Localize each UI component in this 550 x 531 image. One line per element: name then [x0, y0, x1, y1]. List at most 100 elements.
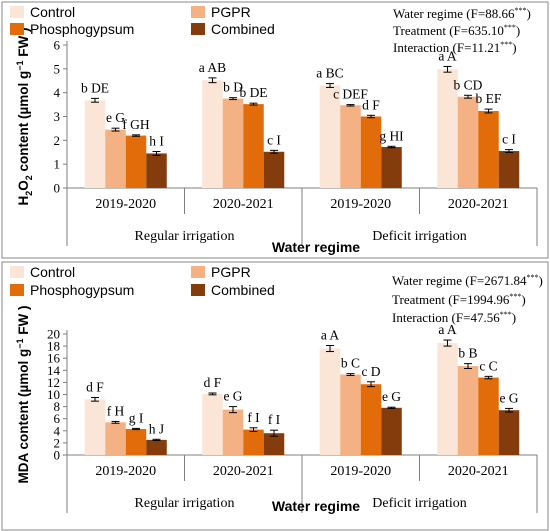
stat-text: ) [521, 292, 525, 307]
legend-swatch-pgpr [191, 6, 205, 18]
y-tick-label: 0 [54, 448, 61, 463]
y-tick-label: 3 [54, 109, 61, 124]
data-label: a AB [199, 60, 226, 75]
y-title-part: MDA content (µmol g [16, 349, 31, 484]
x-axis-title: Water regime [272, 239, 360, 255]
data-label: a A [438, 48, 457, 63]
y-tick-label: 12 [47, 375, 60, 390]
legend-swatch-control [10, 6, 24, 18]
data-label: e G [106, 110, 125, 125]
bar-pgpr-4 [457, 366, 479, 455]
data-label: c DEF [333, 87, 368, 102]
y-tick-label: 2 [54, 133, 61, 148]
bar-pgpr-2 [222, 409, 244, 455]
data-label: b DE [239, 85, 267, 100]
data-label: c D [361, 364, 380, 379]
legend-swatch-phosphogypsum [10, 284, 24, 296]
bar-control-4 [437, 69, 458, 188]
legend-label-pgpr: PGPR [211, 4, 251, 20]
bar-combined-4 [498, 151, 520, 188]
bar-control-1 [84, 100, 106, 188]
legend-swatch-control [10, 266, 24, 278]
bar-pgpr-4 [457, 96, 479, 188]
x-tick-label-regime: Regular irrigation [135, 229, 235, 244]
y-tick-label: 2 [54, 435, 61, 450]
stat-text: ) [512, 40, 516, 55]
data-label: d F [204, 375, 222, 390]
bar-combined-2 [263, 151, 285, 188]
x-tick-label-regime: Deficit irrigation [372, 496, 466, 511]
legend-label-phosphogypsum: Phosphogypsum [30, 282, 134, 298]
stat-line: Interaction (F=47.56***) [392, 310, 516, 325]
bar-phosphogypsum-1 [125, 428, 147, 455]
stat-significance: *** [509, 292, 521, 301]
legend-label-pgpr: PGPR [211, 264, 251, 280]
stat-text: Treatment (F=635.10 [393, 23, 504, 38]
y-tick-label: 18 [47, 339, 60, 354]
y-tick-label: 8 [54, 399, 61, 414]
legend-label-combined: Combined [211, 21, 275, 37]
x-tick-label-year: 2020-2021 [448, 197, 509, 212]
stat-significance: *** [500, 310, 512, 319]
data-label: f I [247, 410, 260, 425]
bar-control-1 [84, 399, 106, 455]
bar-phosphogypsum-4 [478, 377, 499, 455]
stat-text: Interaction (F=11.21 [393, 40, 500, 55]
legend-swatch-combined [191, 284, 205, 296]
legend-swatch-phosphogypsum [10, 23, 24, 35]
bar-pgpr-3 [340, 105, 361, 188]
x-tick-label-year: 2020-2021 [448, 464, 509, 479]
x-tick-label-year: 2019-2020 [330, 197, 391, 212]
y-tick-label: 20 [47, 327, 60, 342]
bar-phosphogypsum-3 [360, 384, 382, 455]
bar-pgpr-1 [105, 129, 126, 188]
stat-line: Water regime (F=2671.84***) [392, 273, 543, 288]
y-tick-label: 0 [54, 181, 61, 196]
y-tick-label: 6 [54, 411, 61, 426]
y-tick-label: 10 [47, 387, 60, 402]
panel-border [1, 261, 549, 531]
data-label: a A [321, 327, 340, 342]
data-label: g HI [379, 128, 404, 143]
stat-text: ) [538, 273, 542, 288]
stat-text: ) [512, 310, 516, 325]
data-label: h I [149, 134, 164, 149]
data-label: a A [438, 322, 457, 337]
stat-significance: *** [500, 40, 512, 49]
data-label: f I [268, 412, 281, 427]
data-label: e G [382, 389, 401, 404]
stat-text: ) [526, 6, 530, 21]
y-title-part: O [16, 180, 31, 191]
bar-combined-2 [263, 433, 285, 455]
legend-label-combined: Combined [211, 282, 275, 298]
bar-combined-4 [498, 410, 520, 455]
bar-phosphogypsum-2 [243, 104, 264, 188]
legend-swatch-pgpr [191, 266, 205, 278]
data-label: b DE [81, 80, 109, 95]
y-tick-label: 6 [54, 38, 61, 53]
data-label: h J [149, 421, 164, 436]
stat-line: Treatment (F=1994.96***) [392, 292, 526, 307]
data-label: b EF [476, 91, 502, 106]
y-title-superscript: −1 [15, 338, 25, 348]
bar-combined-1 [146, 439, 167, 455]
data-label: c I [502, 132, 516, 147]
bar-pgpr-3 [340, 374, 361, 455]
x-tick-label-regime: Deficit irrigation [372, 229, 466, 244]
stat-text: ) [516, 23, 520, 38]
data-label: b D [223, 80, 243, 95]
data-label: f GH [122, 117, 150, 132]
bar-pgpr-1 [105, 422, 126, 455]
bar-combined-1 [146, 153, 167, 188]
data-label: e G [499, 390, 518, 405]
data-label: g I [129, 410, 144, 425]
chart-panel-1: 0 1 2 3 4 5 6 b DE a AB a BC a A e G b D c DEF b CD f G… [1, 1, 549, 259]
y-tick-label: 14 [47, 363, 61, 378]
bar-phosphogypsum-4 [478, 111, 499, 188]
legend-label-phosphogypsum: Phosphogypsum [30, 21, 134, 37]
legend-swatch-combined [191, 23, 205, 35]
data-label: b CD [454, 77, 483, 92]
data-label: b C [341, 356, 360, 371]
